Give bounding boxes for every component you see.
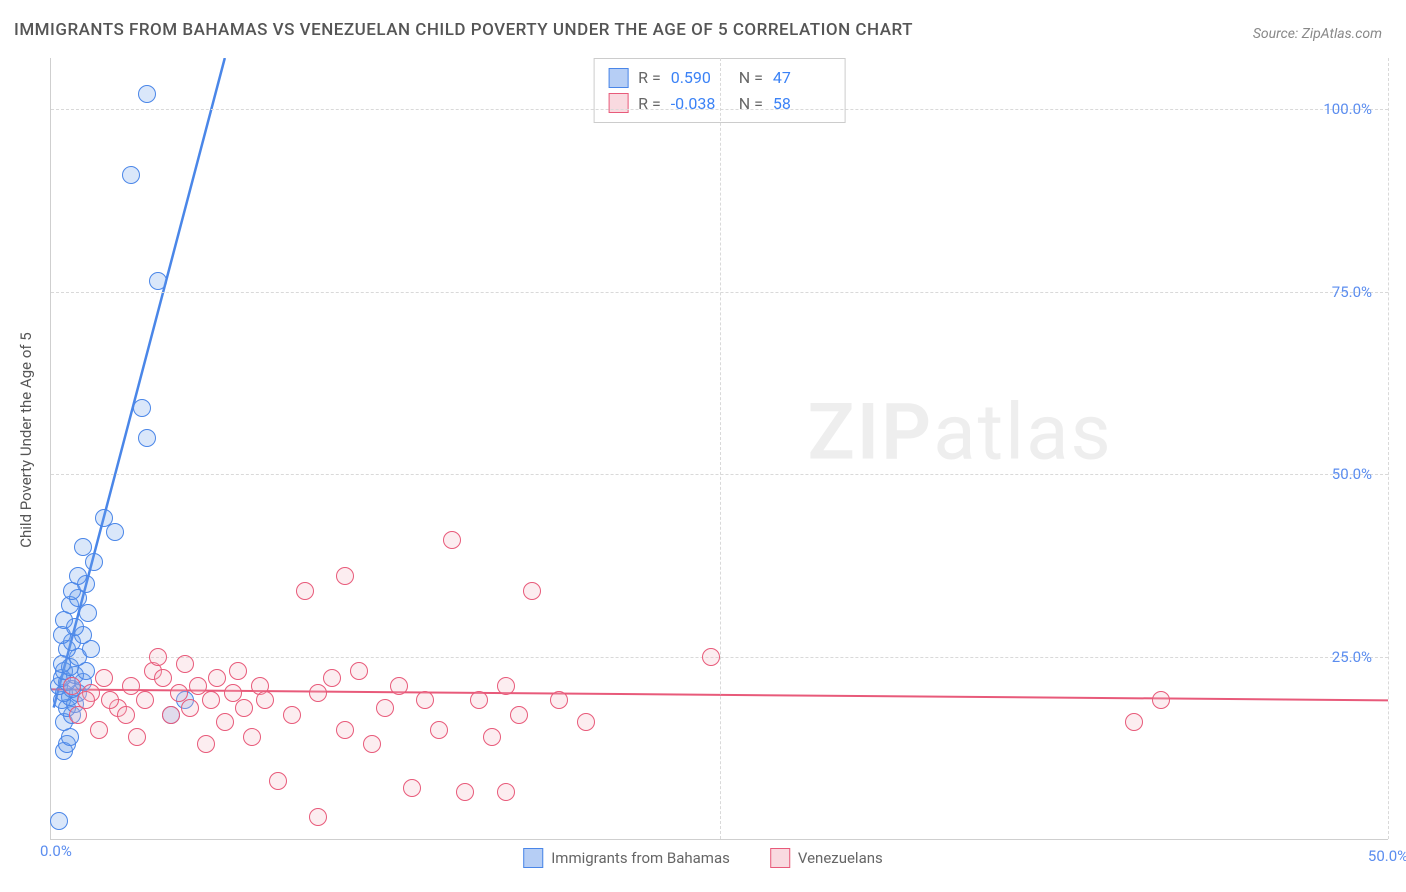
legend-label-2: Venezuelans <box>798 849 883 867</box>
scatter-point <box>138 85 156 103</box>
r-label-1: R = <box>638 65 661 91</box>
scatter-point <box>95 509 113 527</box>
scatter-point <box>138 429 156 447</box>
scatter-point <box>1152 691 1170 709</box>
scatter-point <box>181 699 199 717</box>
scatter-point <box>1125 713 1143 731</box>
scatter-point <box>229 662 247 680</box>
swatch-series2 <box>608 93 628 113</box>
scatter-point <box>243 728 261 746</box>
scatter-point <box>309 808 327 826</box>
watermark: ZIPatlas <box>808 387 1113 478</box>
scatter-point <box>149 648 167 666</box>
scatter-point <box>149 272 167 290</box>
scatter-point <box>117 706 135 724</box>
scatter-point <box>470 691 488 709</box>
scatter-point <box>85 553 103 571</box>
x-tick-label: 50.0% <box>1368 847 1406 865</box>
scatter-point <box>702 648 720 666</box>
scatter-point <box>216 713 234 731</box>
watermark-sub: atlas <box>933 387 1113 478</box>
swatch-series1 <box>608 68 628 88</box>
scatter-point <box>122 166 140 184</box>
scatter-point <box>79 604 97 622</box>
scatter-point <box>430 721 448 739</box>
n-label-1: N = <box>739 65 763 91</box>
x-origin-label: 0.0% <box>40 842 72 860</box>
scatter-point <box>269 772 287 790</box>
n-value-1: 47 <box>773 65 831 91</box>
scatter-point <box>283 706 301 724</box>
scatter-point <box>136 691 154 709</box>
y-tick-label: 100.0% <box>1323 100 1372 118</box>
scatter-point <box>74 538 92 556</box>
scatter-point <box>390 677 408 695</box>
r-label-2: R = <box>638 91 661 117</box>
gridline-v <box>1388 58 1389 839</box>
scatter-point <box>106 523 124 541</box>
scatter-point <box>416 691 434 709</box>
scatter-point <box>443 531 461 549</box>
y-tick-label: 25.0% <box>1332 648 1372 666</box>
scatter-point <box>577 713 595 731</box>
legend-swatch-2 <box>770 848 790 868</box>
scatter-point <box>154 669 172 687</box>
scatter-point <box>497 677 515 695</box>
scatter-point <box>176 655 194 673</box>
scatter-point <box>323 669 341 687</box>
scatter-point <box>296 582 314 600</box>
legend-item-2: Venezuelans <box>770 848 883 868</box>
scatter-point <box>235 699 253 717</box>
scatter-point <box>50 812 68 830</box>
scatter-point <box>95 669 113 687</box>
plot-area: ZIPatlas R = 0.590 N = 47 R = -0.038 N =… <box>50 58 1388 840</box>
scatter-point <box>133 399 151 417</box>
scatter-point <box>336 567 354 585</box>
scatter-point <box>350 662 368 680</box>
chart-title: IMMIGRANTS FROM BAHAMAS VS VENEZUELAN CH… <box>14 20 913 40</box>
scatter-point <box>456 783 474 801</box>
scatter-point <box>376 699 394 717</box>
bottom-legend: Immigrants from Bahamas Venezuelans <box>523 848 883 868</box>
n-value-2: 58 <box>773 91 831 117</box>
y-axis-label: Child Poverty Under the Age of 5 <box>17 332 35 548</box>
scatter-point <box>483 728 501 746</box>
scatter-point <box>90 721 108 739</box>
y-tick-label: 50.0% <box>1332 465 1372 483</box>
scatter-point <box>101 691 119 709</box>
scatter-point <box>69 567 87 585</box>
scatter-point <box>510 706 528 724</box>
scatter-point <box>256 691 274 709</box>
legend-swatch-1 <box>523 848 543 868</box>
scatter-point <box>363 735 381 753</box>
legend-item-1: Immigrants from Bahamas <box>523 848 730 868</box>
scatter-point <box>550 691 568 709</box>
scatter-point <box>77 691 95 709</box>
legend-label-1: Immigrants from Bahamas <box>551 849 730 867</box>
scatter-point <box>189 677 207 695</box>
y-tick-label: 75.0% <box>1332 283 1372 301</box>
scatter-point <box>122 677 140 695</box>
scatter-point <box>523 582 541 600</box>
scatter-point <box>162 706 180 724</box>
source-label: Source: ZipAtlas.com <box>1253 26 1382 42</box>
scatter-point <box>63 677 81 695</box>
scatter-point <box>202 691 220 709</box>
scatter-point <box>197 735 215 753</box>
watermark-main: ZIP <box>808 387 934 478</box>
scatter-point <box>497 783 515 801</box>
scatter-point <box>309 684 327 702</box>
scatter-point <box>336 721 354 739</box>
gridline-v <box>720 58 721 839</box>
scatter-point <box>128 728 146 746</box>
n-label-2: N = <box>739 91 763 117</box>
scatter-point <box>208 669 226 687</box>
scatter-point <box>403 779 421 797</box>
